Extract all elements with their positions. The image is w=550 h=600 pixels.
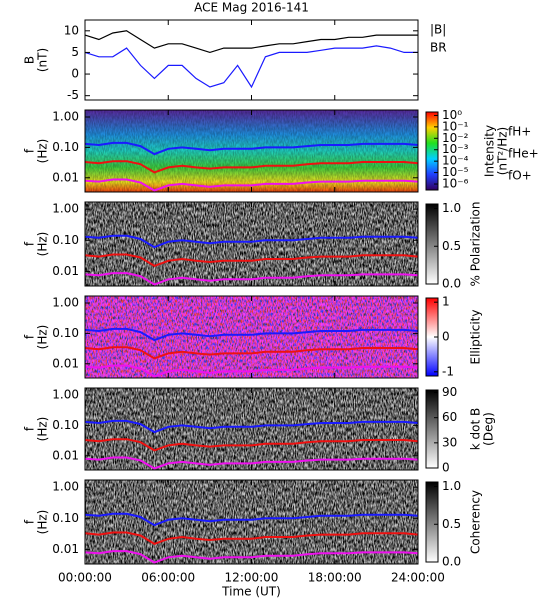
data-line — [84, 272, 419, 286]
data-line — [84, 438, 419, 452]
data-line — [84, 160, 419, 174]
data-line — [84, 364, 419, 378]
x-tick-label: 18:00:00 — [308, 571, 362, 585]
colorbar — [425, 389, 439, 469]
y-tick-label: 0.01 — [52, 264, 79, 278]
y-axis-label: f — [23, 334, 37, 339]
y-tick-label: 1.00 — [52, 110, 79, 124]
colorbar-label: Intensity — [483, 125, 497, 177]
y-tick-label: 0 — [71, 67, 79, 81]
colorbar-label: Coherency — [469, 490, 483, 554]
colorbar-tick-label: 0 — [442, 330, 450, 344]
colorbar-tick-label: 1 — [442, 295, 450, 309]
colorbar-label: (nT²/Hz) — [496, 127, 510, 175]
chart-title: ACE Mag 2016-141 — [194, 1, 309, 15]
colorbar — [425, 111, 439, 191]
data-line — [84, 346, 419, 360]
y-tick-label: 1.00 — [52, 202, 79, 216]
y-axis-label: f — [23, 519, 37, 524]
colorbar-tick-label: 90 — [442, 385, 457, 399]
colorbar-tick-label: 30 — [442, 435, 457, 449]
y-axis-label: f — [23, 426, 37, 431]
data-line — [84, 234, 419, 249]
colorbar — [425, 481, 439, 563]
spectrogram-noise — [85, 110, 418, 192]
colorbar-label: (Deg) — [482, 412, 496, 446]
colorbar-tick-label: 10⁻³ — [442, 142, 469, 156]
colorbar-label: % Polarization — [469, 202, 483, 287]
x-tick-label: 12:00:00 — [225, 571, 279, 585]
colorbar-tick-label: 60 — [442, 410, 457, 424]
colorbar-tick-label: 10⁰ — [442, 108, 462, 122]
y-tick-label: -5 — [67, 88, 79, 102]
legend-label: fHe+ — [508, 147, 539, 161]
legend-label: |B| — [430, 23, 446, 37]
colorbar-tick-label: 0.0 — [442, 277, 461, 291]
colorbar-tick-label: 10⁻² — [442, 131, 469, 145]
colorbar-tick-label: 0.5 — [442, 517, 461, 531]
y-axis-label: (Hz) — [36, 325, 50, 350]
y-tick-label: 1.00 — [52, 388, 79, 402]
colorbar-tick-label: 0.0 — [442, 555, 461, 569]
colorbar-tick-label: 0.5 — [442, 239, 461, 253]
y-tick-label: 0.10 — [52, 140, 79, 154]
data-line — [84, 141, 419, 156]
data-line — [84, 419, 419, 434]
y-axis-label: f — [23, 241, 37, 246]
colorbar-tick-label: 0 — [442, 461, 450, 475]
colorbar-tick-label: 10⁻⁵ — [442, 165, 469, 179]
legend-label: fH+ — [508, 125, 531, 139]
y-axis-label: (Hz) — [36, 232, 50, 257]
colorbar-tick-label: -1 — [442, 364, 454, 378]
colorbar-tick-label: 10⁻¹ — [442, 119, 469, 133]
data-line — [84, 550, 419, 564]
colorbar-label: Ellipticity — [469, 310, 483, 365]
y-tick-label: 0.01 — [52, 170, 79, 184]
data-line — [84, 512, 419, 527]
spectrogram-noise — [85, 296, 418, 378]
y-tick-label: 10 — [64, 23, 79, 37]
y-tick-label: 0.01 — [52, 542, 79, 556]
data-line — [84, 456, 419, 470]
y-axis-label: (Hz) — [36, 417, 50, 442]
y-axis-label: f — [23, 148, 37, 153]
y-axis-label: (Hz) — [36, 139, 50, 164]
colorbar-tick-label: 10⁻⁶ — [442, 177, 469, 191]
y-tick-label: 1.00 — [52, 480, 79, 494]
y-tick-label: 1.00 — [52, 296, 79, 310]
spectrogram-noise — [85, 480, 418, 564]
legend-label: fO+ — [508, 169, 532, 183]
spectrogram-noise — [85, 202, 418, 286]
data-line — [84, 178, 419, 192]
x-tick-label: 06:00:00 — [141, 571, 195, 585]
colorbar-tick-label: 10⁻⁴ — [442, 154, 469, 168]
data-line — [84, 253, 419, 268]
data-line — [84, 327, 419, 342]
legend-label: BR — [430, 41, 447, 55]
y-tick-label: 0.10 — [52, 418, 79, 432]
x-tick-label: 00:00:00 — [58, 571, 112, 585]
spectrogram-noise — [85, 388, 418, 470]
y-tick-label: 0.10 — [52, 511, 79, 525]
data-line — [84, 30, 418, 54]
y-axis-label: (Hz) — [36, 510, 50, 535]
y-axis-label: (nT) — [36, 48, 50, 72]
y-tick-label: 0.01 — [52, 356, 79, 370]
colorbar-label: k dot B — [469, 408, 483, 450]
y-tick-label: 0.10 — [52, 326, 79, 340]
colorbar-tick-label: 1.0 — [442, 479, 461, 493]
data-line — [84, 45, 418, 89]
data-line — [84, 531, 419, 546]
y-axis-label: B — [23, 56, 37, 64]
x-tick-label: 24:00:00 — [391, 571, 445, 585]
colorbar-tick-label: 1.0 — [442, 201, 461, 215]
y-tick-label: 5 — [71, 45, 79, 59]
y-tick-label: 0.10 — [52, 233, 79, 247]
x-axis-label: Time (UT) — [221, 585, 281, 599]
y-tick-label: 0.01 — [52, 448, 79, 462]
colorbar — [425, 203, 439, 285]
